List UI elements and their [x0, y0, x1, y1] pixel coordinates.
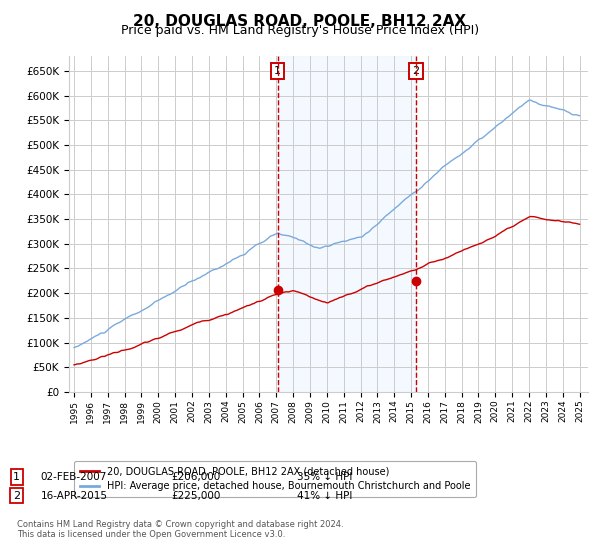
Text: Contains HM Land Registry data © Crown copyright and database right 2024.
This d: Contains HM Land Registry data © Crown c…: [17, 520, 343, 539]
Text: 02-FEB-2007: 02-FEB-2007: [41, 472, 107, 482]
Text: 2: 2: [412, 66, 419, 76]
Text: Price paid vs. HM Land Registry's House Price Index (HPI): Price paid vs. HM Land Registry's House …: [121, 24, 479, 37]
Legend: 20, DOUGLAS ROAD, POOLE, BH12 2AX (detached house), HPI: Average price, detached: 20, DOUGLAS ROAD, POOLE, BH12 2AX (detac…: [74, 461, 476, 497]
Text: 16-APR-2015: 16-APR-2015: [41, 491, 108, 501]
Text: 2: 2: [13, 491, 20, 501]
Text: 1: 1: [274, 66, 281, 76]
Text: 41% ↓ HPI: 41% ↓ HPI: [297, 491, 352, 501]
Text: 20, DOUGLAS ROAD, POOLE, BH12 2AX: 20, DOUGLAS ROAD, POOLE, BH12 2AX: [133, 14, 467, 29]
Text: £206,000: £206,000: [171, 472, 220, 482]
Bar: [278, 56, 416, 392]
Text: £225,000: £225,000: [171, 491, 220, 501]
Text: 35% ↓ HPI: 35% ↓ HPI: [297, 472, 352, 482]
Text: 1: 1: [13, 472, 20, 482]
